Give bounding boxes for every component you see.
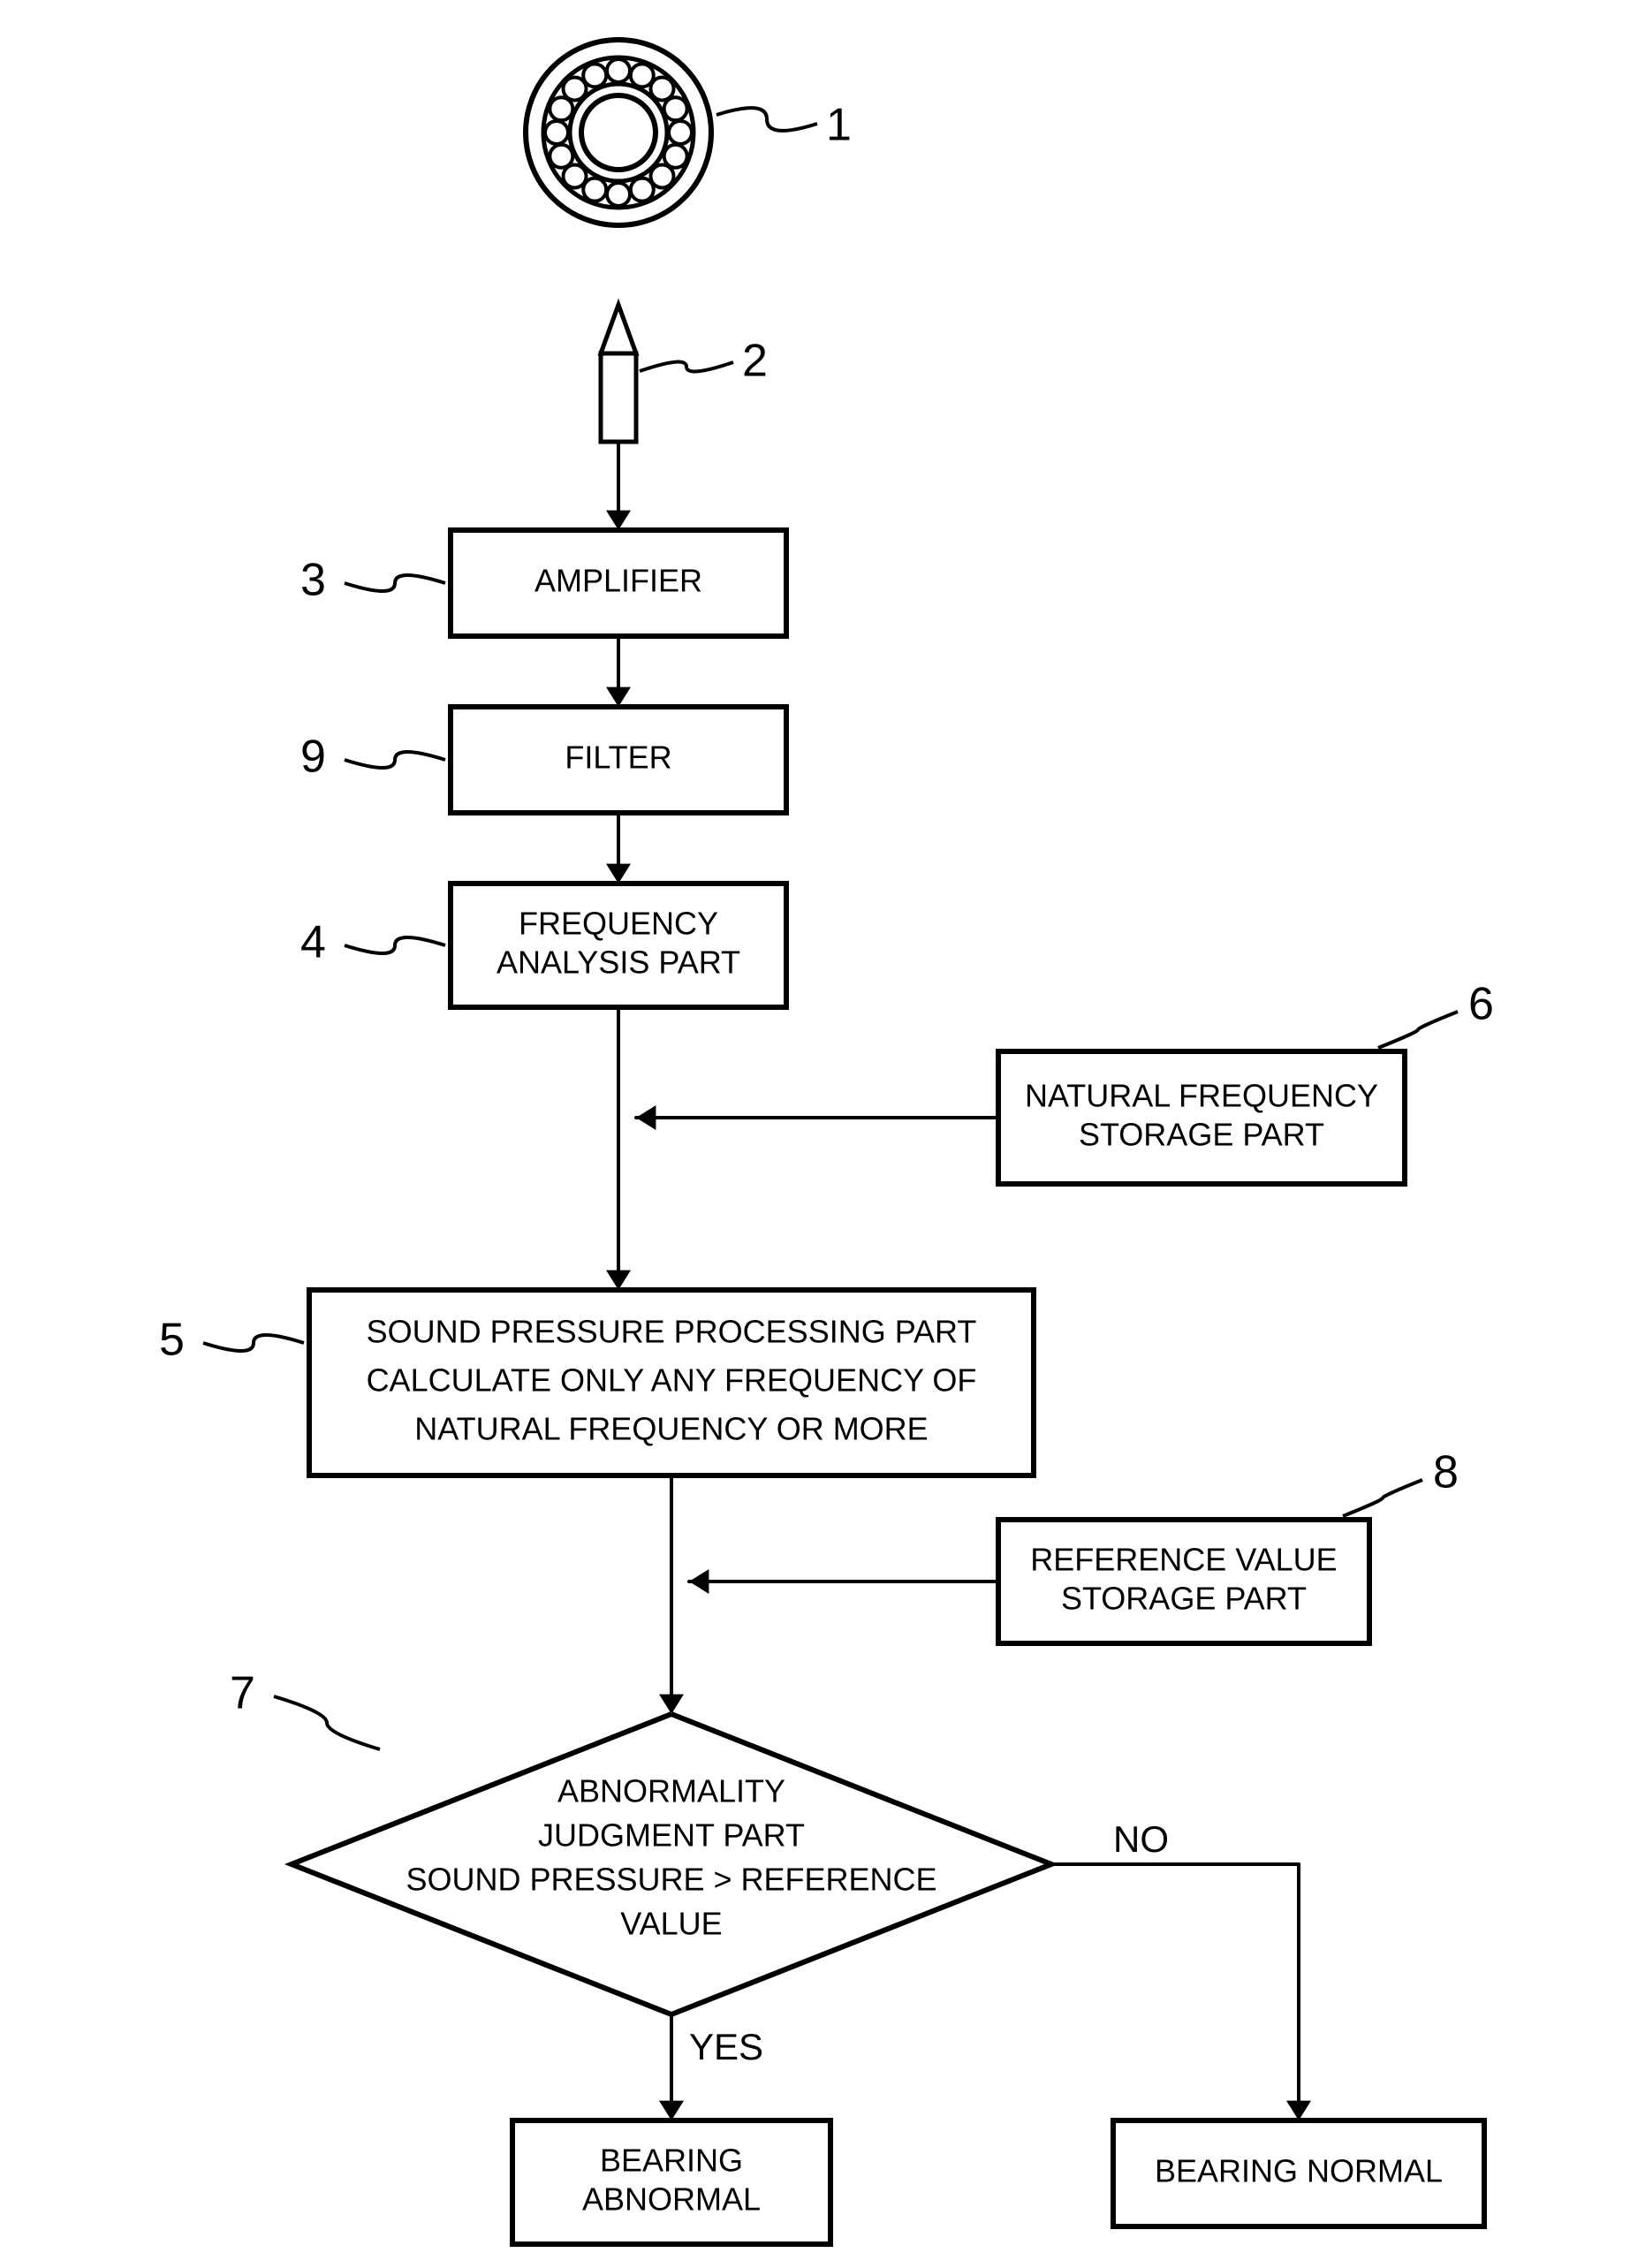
svg-text:3: 3: [300, 555, 326, 606]
yes-label: YES: [689, 2026, 763, 2067]
frequency-analysis-box: [451, 884, 786, 1007]
reference-value-storage-box: [998, 1520, 1369, 1643]
filter-box: [451, 707, 786, 813]
svg-text:9: 9: [300, 732, 326, 783]
sensor-icon: [596, 305, 641, 446]
svg-text:4: 4: [300, 917, 326, 968]
svg-text:2: 2: [742, 336, 768, 387]
svg-text:6: 6: [1468, 979, 1494, 1030]
bearing-abnormal-box: [512, 2120, 830, 2244]
svg-text:JUDGMENT PART: JUDGMENT PART: [538, 1817, 805, 1854]
sound-pressure-processing-box: [309, 1290, 1034, 1475]
svg-text:5: 5: [159, 1315, 185, 1366]
svg-text:1: 1: [826, 100, 852, 151]
svg-text:7: 7: [230, 1668, 255, 1719]
svg-text:8: 8: [1433, 1447, 1459, 1498]
bearing-normal-box: [1113, 2120, 1484, 2226]
svg-text:VALUE: VALUE: [620, 1906, 722, 1942]
no-label: NO: [1113, 1818, 1169, 1860]
svg-text:ABNORMALITY: ABNORMALITY: [557, 1773, 785, 1809]
bearing-icon: [521, 35, 716, 230]
natural-frequency-storage-box: [998, 1051, 1405, 1184]
amplifier-box: [451, 530, 786, 636]
svg-text:SOUND PRESSURE > REFERENCE: SOUND PRESSURE > REFERENCE: [406, 1862, 936, 1898]
